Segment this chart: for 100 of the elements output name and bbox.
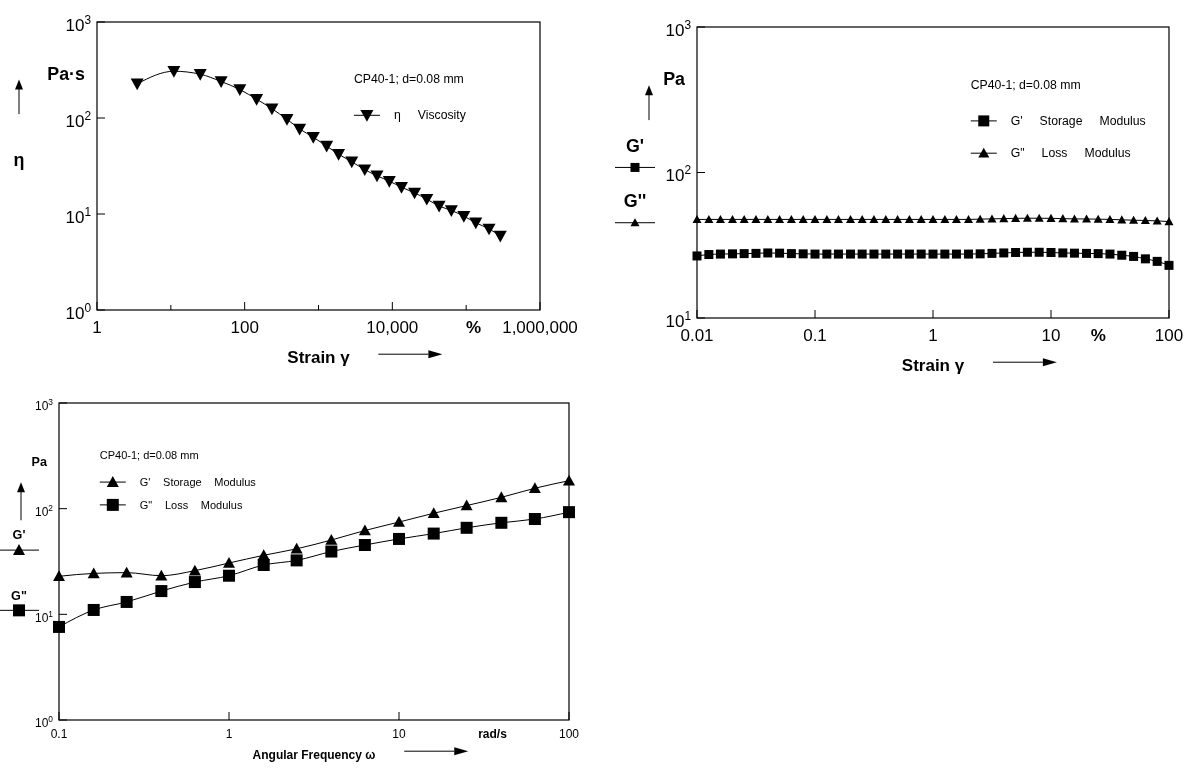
point — [869, 249, 879, 259]
point — [1069, 214, 1079, 223]
point — [1046, 213, 1056, 222]
point — [188, 576, 201, 589]
point — [846, 249, 856, 259]
point — [1105, 249, 1115, 259]
point — [704, 214, 714, 224]
point — [692, 214, 702, 224]
point — [563, 506, 575, 519]
point — [1117, 250, 1127, 260]
text: Pa·s — [47, 63, 86, 84]
point — [1105, 214, 1115, 224]
point — [833, 214, 843, 224]
point — [763, 214, 773, 224]
x-axis-title: Angular Frequency ω — [252, 747, 376, 762]
text: G' G'' — [623, 136, 647, 212]
text: G' G" — [11, 528, 27, 603]
point — [528, 482, 541, 494]
point — [1069, 248, 1079, 258]
point — [916, 249, 926, 259]
x-tick-label: 1 — [928, 326, 938, 345]
point — [857, 214, 867, 224]
point — [728, 214, 738, 224]
point — [1093, 249, 1103, 259]
point — [188, 564, 201, 576]
y-tick-label: 10$^{2}$ — [65, 108, 92, 131]
point — [1082, 214, 1092, 223]
legend-label: η Viscosity — [393, 108, 467, 123]
x-tick-label: 100 — [558, 727, 580, 741]
point — [1034, 213, 1044, 222]
point — [822, 249, 832, 259]
point — [775, 248, 785, 258]
point — [87, 603, 100, 616]
point — [290, 542, 303, 554]
y-tick-label: 10$^{1}$ — [65, 204, 92, 227]
point — [881, 214, 891, 224]
point — [427, 527, 440, 540]
point — [810, 214, 820, 224]
point — [940, 214, 950, 224]
point — [964, 249, 974, 259]
point — [223, 557, 235, 568]
point — [1011, 213, 1021, 222]
annotation: CP40-1; d=0.08 mm — [99, 449, 199, 462]
point — [495, 491, 508, 503]
point — [881, 249, 891, 259]
point — [1058, 248, 1068, 258]
text: rad/s — [478, 727, 508, 741]
point — [358, 524, 371, 536]
point — [495, 516, 508, 529]
point — [975, 249, 985, 259]
point — [715, 214, 725, 224]
point — [393, 532, 405, 545]
point — [715, 249, 725, 259]
point — [833, 249, 843, 259]
point — [728, 249, 738, 259]
x-tick-label: 1,000,000 — [502, 318, 578, 337]
x-tick-label: 100 — [1154, 326, 1184, 345]
point — [1082, 248, 1092, 258]
point — [1058, 214, 1068, 223]
annotation: CP40-1; d=0.08 mm — [353, 72, 464, 86]
point — [53, 570, 65, 582]
point — [999, 248, 1009, 258]
text: Pa — [31, 455, 48, 470]
point — [290, 554, 303, 567]
point — [798, 214, 808, 224]
point — [325, 534, 338, 545]
point — [798, 249, 808, 259]
x-axis-title: Strain γ — [901, 356, 965, 376]
point — [739, 214, 749, 224]
point — [1152, 256, 1162, 266]
x-axis-title: Strain γ — [287, 348, 351, 368]
point — [975, 214, 985, 223]
x-tick-label: 1 — [92, 318, 102, 337]
point — [904, 214, 914, 224]
point — [325, 545, 338, 558]
point — [1129, 215, 1139, 224]
point — [155, 569, 168, 581]
x-tick-label: 10,000 — [366, 318, 419, 337]
point — [155, 585, 168, 598]
y-tick-label: 10$^{3}$ — [65, 12, 92, 35]
point — [223, 569, 235, 582]
point — [358, 539, 371, 552]
point — [857, 249, 867, 259]
y-tick-label: 10$^{0}$ — [65, 300, 92, 323]
y-tick-label: 10$^{1}$ — [34, 608, 54, 625]
point — [1022, 213, 1032, 222]
x-tick-label: 10 — [392, 727, 406, 741]
legend-label: G" Loss Modulus — [1010, 146, 1131, 161]
point — [528, 513, 541, 526]
point — [1093, 214, 1103, 223]
point — [846, 214, 856, 224]
y-tick-label: 10$^{3}$ — [665, 17, 692, 40]
y-axis-title: η — [13, 150, 25, 170]
point — [964, 214, 974, 224]
point — [940, 249, 950, 259]
text: % — [1090, 326, 1106, 345]
legend-label: G' Storage Modulus — [139, 476, 257, 489]
point — [739, 249, 749, 259]
x-tick-label: 0.1 — [803, 326, 827, 345]
point — [87, 567, 100, 579]
